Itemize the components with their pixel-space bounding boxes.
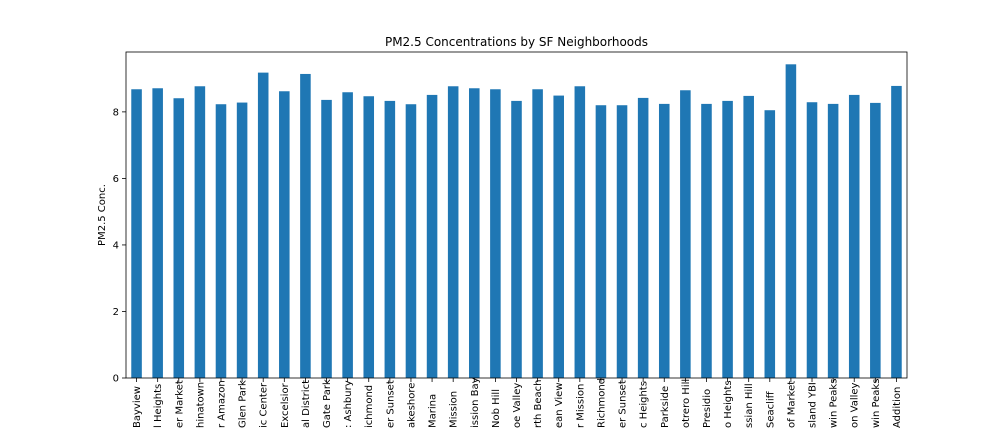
x-tick-label: Richmond: [596, 378, 607, 428]
x-tick-label: Marina: [428, 394, 439, 428]
bar-20: [532, 89, 543, 378]
x-tick-label: Glen Park: [238, 380, 249, 428]
x-tick-label: ean View: [554, 382, 565, 428]
bar-31: [764, 110, 776, 378]
x-tick-label: ic Center: [259, 382, 270, 428]
bar-12: [363, 96, 375, 378]
y-axis: 0 2 4 6 8: [113, 107, 126, 385]
bar-36: [870, 102, 881, 378]
y-tick-label: 8: [113, 107, 119, 118]
x-tick-label: c Heights: [639, 381, 650, 428]
x-tick-label: al District: [301, 380, 312, 428]
bar-18: [490, 89, 501, 378]
x-tick-label: er Market: [174, 380, 185, 428]
bars-group: [131, 64, 902, 379]
x-tick-label: hinatown: [195, 382, 206, 428]
bar-5: [215, 104, 227, 378]
x-tick-label: oe Valley: [512, 383, 523, 428]
x-tick-label: l Heights: [153, 384, 164, 428]
x-tick-label: r Mission: [575, 384, 586, 428]
x-tick-label: : Ashbury: [343, 380, 354, 428]
bar-6: [236, 102, 248, 378]
y-tick-label: 2: [113, 307, 119, 318]
chart-title: PM2.5 Concentrations by SF Neighborhoods: [385, 35, 648, 49]
bar-1: [131, 89, 142, 378]
y-tick-label: 4: [113, 240, 119, 251]
x-tick-label: ssian Hill: [744, 383, 755, 428]
y-axis-label: PM2.5 Conc.: [97, 184, 108, 246]
bar-23: [595, 105, 607, 378]
bar-34: [827, 103, 839, 379]
bar-2: [152, 88, 163, 378]
x-tick-label: er Sunset: [618, 380, 629, 428]
bar-19: [511, 100, 522, 379]
bar-16: [447, 86, 459, 378]
x-tick-label: Nob Hill: [491, 389, 502, 428]
bar-3: [173, 98, 185, 379]
bar-25: [637, 97, 649, 378]
bar-26: [658, 103, 670, 379]
bar-9: [300, 73, 311, 378]
x-tick-label: Excelsior: [280, 382, 291, 428]
x-tick-label: Parkside: [660, 386, 671, 428]
bar-28: [701, 103, 712, 379]
x-tick-label: rth Beach: [533, 379, 544, 428]
bar-33: [806, 102, 818, 378]
bar-4: [194, 86, 206, 378]
bar-32: [785, 64, 797, 378]
x-tick-label: otrero Hill: [681, 379, 692, 428]
x-tick-label: Gate Park: [322, 379, 333, 428]
y-tick-label: 6: [113, 174, 119, 185]
x-axis: Bayview l Heights er Market hinatown r Amazo…: [132, 377, 903, 428]
x-tick-label: Presidio: [702, 389, 713, 428]
x-tick-label: Seacliff: [765, 390, 776, 428]
bar-17: [469, 88, 480, 378]
x-tick-label: Mission: [449, 391, 460, 428]
bar-10: [321, 99, 332, 378]
x-tick-label: win Peaks: [829, 379, 840, 428]
x-tick-label: win Peaks: [871, 379, 882, 428]
bar-7: [257, 72, 269, 379]
x-tick-label: ichmond: [364, 385, 375, 428]
bar-15: [426, 94, 438, 379]
x-tick-label: o Heights: [723, 380, 734, 428]
bar-13: [384, 100, 396, 379]
y-tick-label: 0: [113, 374, 119, 385]
bar-8: [279, 91, 290, 379]
bar-35: [848, 94, 860, 379]
bar-37: [891, 85, 902, 379]
bar-29: [722, 100, 733, 379]
x-tick-label: er Sunset: [385, 380, 396, 428]
x-tick-label: on Valley: [850, 382, 861, 428]
bar-30: [743, 95, 754, 378]
x-tick-label: r Amazon: [216, 380, 227, 428]
bar-22: [574, 86, 586, 378]
x-tick-label: Addition: [892, 387, 903, 428]
x-tick-label: Bayview: [132, 386, 143, 428]
x-tick-label: akeshore: [406, 383, 417, 428]
bar-21: [553, 95, 564, 379]
x-tick-label: of Market: [786, 381, 797, 428]
x-tick-label: sland YBI: [808, 382, 819, 428]
bar-11: [342, 92, 353, 378]
bar-27: [680, 90, 691, 379]
bar-14: [405, 104, 417, 378]
bar-24: [616, 105, 628, 378]
x-tick-label: ission Bay: [470, 377, 481, 428]
